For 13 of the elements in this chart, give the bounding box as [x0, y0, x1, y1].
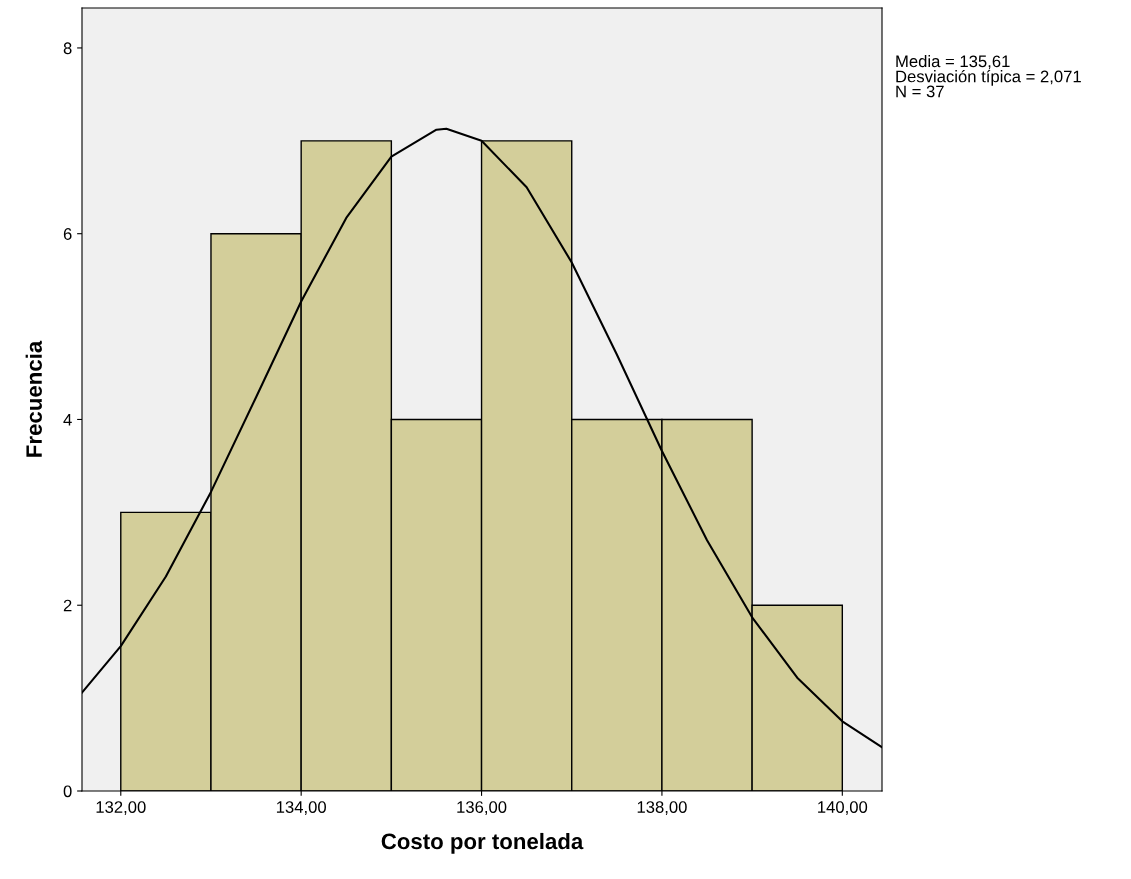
y-tick-label: 2	[63, 599, 72, 612]
x-tick-label: 132,00	[96, 801, 146, 815]
y-axis-title: Frecuencia	[25, 340, 42, 457]
x-tick-label: 136,00	[457, 801, 507, 815]
x-tick-label: 134,00	[276, 801, 326, 815]
x-axis-title: Costo por tonelada	[381, 832, 584, 854]
y-tick-label: 4	[63, 414, 72, 426]
x-tick-label: 138,00	[637, 801, 687, 815]
x-tick-label: 140,00	[818, 801, 868, 815]
y-tick-label: 0	[63, 785, 72, 798]
y-tick-label: 8	[63, 42, 72, 55]
y-tick-label: 6	[63, 228, 72, 240]
text: Media = 135,61 Desviación típica = 2,071 N = 37	[896, 55, 1081, 98]
